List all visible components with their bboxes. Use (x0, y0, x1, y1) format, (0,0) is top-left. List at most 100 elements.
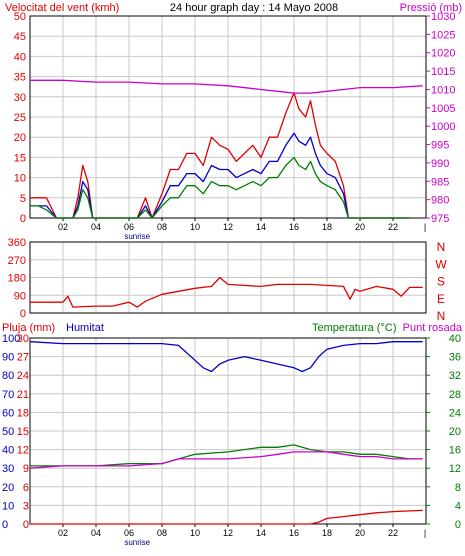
x-tick-label: 14 (256, 222, 266, 232)
rain-tick-label: 21 (17, 389, 29, 401)
plot-frame (29, 241, 427, 314)
x-tick-label: 12 (223, 528, 233, 538)
x-tick-label: 06 (124, 528, 134, 538)
x-tick-label: 10 (190, 528, 200, 538)
rain-tick-label: 15 (17, 426, 29, 438)
compass-label: N (437, 240, 446, 254)
x-tick-label: 22 (388, 222, 398, 232)
compass-label: S (437, 275, 445, 289)
temperature-axis-title: Temperatura (°C) (312, 322, 396, 334)
series-line-green (30, 156, 410, 219)
left-y-tick-label: 40 (14, 51, 26, 63)
rain-tick-label: 24 (17, 370, 29, 382)
x-tick-label: 06 (124, 222, 134, 232)
left-y-tick-label: 90 (14, 290, 26, 302)
right-y-tick-label: 1020 (431, 48, 455, 60)
compass-label: E (437, 292, 445, 306)
x-tick-label: 14 (256, 528, 266, 538)
x-tick-label: 18 (322, 222, 332, 232)
humidity-tick-label: 30 (2, 463, 14, 475)
rain-axis-title: Pluja (mm) (2, 322, 55, 334)
humidity-tick-label: 40 (2, 445, 14, 457)
series-line-red (30, 92, 410, 219)
left-y-tick-label: 0 (20, 213, 26, 225)
rain-tick-label: 12 (17, 445, 29, 457)
x-tick-label: 20 (355, 222, 365, 232)
temperature-tick-label: 8 (455, 482, 461, 494)
rain-tick-label: 18 (17, 407, 29, 419)
rain-tick-label: 27 (17, 352, 29, 364)
x-tick-label: 16 (289, 222, 299, 232)
temperature-tick-label: 28 (449, 389, 461, 401)
humidity-axis-title: Humitat (66, 322, 104, 334)
humidity-tick-label: 50 (2, 426, 14, 438)
series-line-red (30, 276, 423, 308)
temperature-tick-label: 36 (449, 352, 461, 364)
temperature-tick-label: 0 (455, 519, 461, 531)
right-y-tick-label: 975 (431, 213, 449, 225)
x-tick-label: 18 (322, 528, 332, 538)
x-tick-label: 08 (157, 528, 167, 538)
temperature-tick-label: 16 (449, 445, 461, 457)
series-line-green (30, 444, 423, 467)
left-y-tick-label: 10 (14, 173, 26, 185)
right-y-tick-label: 1000 (431, 121, 455, 133)
x-tick-label: 02 (58, 222, 68, 232)
left-y-tick-label: 45 (14, 31, 26, 43)
temperature-tick-label: 4 (455, 500, 461, 512)
rain-tick-label: 0 (23, 519, 29, 531)
humidity-tick-label: 100 (2, 333, 20, 345)
series-line-magenta (29, 451, 423, 469)
series-line-magenta (30, 79, 423, 94)
rain-tick-label: 30 (17, 333, 29, 345)
left-y-tick-label: 270 (8, 255, 26, 267)
temperature-tick-label: 32 (449, 370, 461, 382)
dewpoint-axis-title: Punt rosada (403, 322, 463, 334)
left-y-tick-label: 25 (14, 112, 26, 124)
temperature-tick-label: 24 (449, 407, 461, 419)
left-y-tick-label: 0 (20, 308, 26, 320)
rain-tick-label: 9 (23, 463, 29, 475)
x-tick-label: 04 (91, 222, 101, 232)
chart-title: 24 hour graph day : 14 Mayo 2008 (170, 2, 338, 14)
left-y-tick-label: 20 (14, 132, 26, 144)
right-axis-title: Pressió (mb) (400, 2, 462, 14)
rain-tick-label: 6 (23, 482, 29, 494)
humidity-tick-label: 60 (2, 407, 14, 419)
right-y-tick-label: 1005 (431, 103, 455, 115)
left-y-tick-label: 360 (8, 237, 26, 249)
x-tick-label: 02 (58, 528, 68, 538)
humidity-tick-label: 0 (2, 519, 8, 531)
sunrise-label: sunrise (124, 538, 150, 547)
right-y-tick-label: 990 (431, 158, 449, 170)
sunrise-label: sunrise (124, 232, 150, 241)
x-tick-label: 16 (289, 528, 299, 538)
right-y-tick-label: 985 (431, 176, 449, 188)
left-y-tick-label: 180 (8, 273, 26, 285)
right-y-tick-label: 1015 (431, 66, 455, 78)
x-tick-end: | (424, 222, 426, 232)
x-tick-label: 22 (388, 528, 398, 538)
series-line-blue (29, 341, 423, 373)
temperature-tick-label: 20 (449, 426, 461, 438)
left-y-tick-label: 35 (14, 72, 26, 84)
series-line-red (30, 509, 423, 525)
humidity-tick-label: 90 (2, 352, 14, 364)
series-line-blue (30, 132, 410, 219)
temperature-tick-label: 40 (449, 333, 461, 345)
compass-label: W (435, 257, 447, 271)
rain-tick-label: 3 (23, 500, 29, 512)
x-tick-end: | (424, 528, 426, 538)
right-y-tick-label: 1030 (431, 11, 455, 23)
right-y-tick-label: 980 (431, 195, 449, 207)
left-y-tick-label: 30 (14, 92, 26, 104)
x-tick-label: 10 (190, 222, 200, 232)
x-tick-label: 20 (355, 528, 365, 538)
x-tick-label: 12 (223, 222, 233, 232)
right-y-tick-label: 1010 (431, 84, 455, 96)
compass-label: N (437, 309, 446, 323)
left-axis-title: Velocitat del vent (kmh) (5, 2, 119, 14)
humidity-tick-label: 20 (2, 482, 14, 494)
